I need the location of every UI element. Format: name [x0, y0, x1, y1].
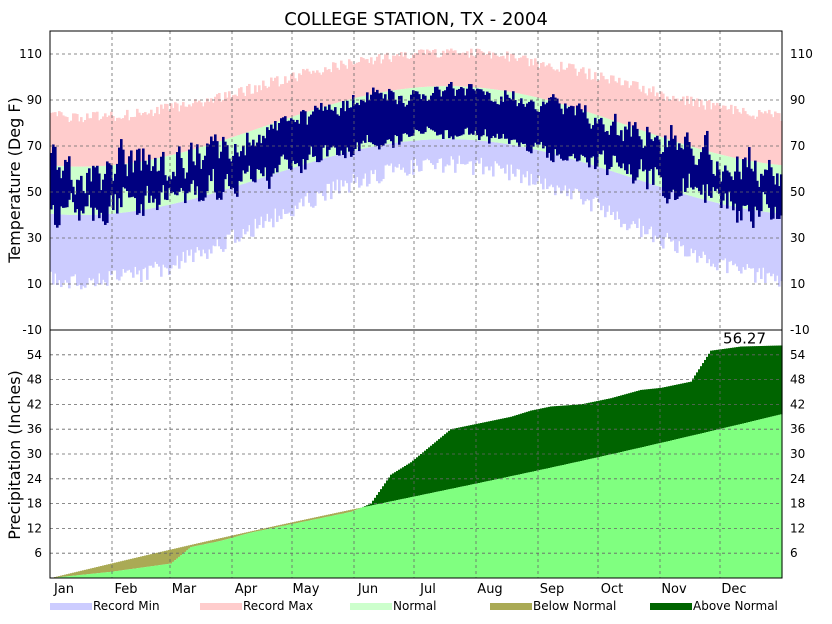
temp-tick-label-left: 10 [27, 277, 42, 291]
temp-tick-label-left: 70 [27, 139, 42, 153]
precip-tick-label-left: 18 [27, 497, 42, 511]
precip-tick-label-right: 12 [790, 521, 805, 535]
precip-tick-label-left: 54 [27, 348, 42, 362]
legend-swatch [650, 603, 692, 610]
precipitation-panel [52, 345, 783, 578]
chart-legend: Record Min Record Max Normal Below Normal Ab… [50, 599, 778, 613]
temp-tick-label-left: 30 [27, 231, 42, 245]
temp-tick-label-right: 50 [790, 185, 805, 199]
legend-label: Normal [393, 599, 436, 613]
temperature-axis-label: Temperature (Deg F) [5, 97, 24, 264]
legend-swatch [200, 603, 242, 610]
precip-tick-label-left: 48 [27, 373, 42, 387]
precip-tick-label-right: 24 [790, 472, 805, 486]
temp-tick-label-right: -10 [790, 323, 810, 337]
precip-tick-label-left: 6 [34, 546, 42, 560]
chart-title: COLLEGE STATION, TX - 2004 [284, 9, 548, 30]
month-tick-label: Apr [235, 582, 258, 597]
month-tick-label: Nov [661, 582, 687, 597]
legend-swatch [350, 603, 392, 610]
month-tick-label: Aug [477, 582, 502, 597]
temp-tick-label-right: 90 [790, 93, 805, 107]
month-tick-label: Dec [721, 582, 746, 597]
temp-tick-label-right: 30 [790, 231, 805, 245]
month-tick-label: Jun [357, 582, 378, 597]
legend-label: Below Normal [533, 599, 616, 613]
month-tick-label: Sep [540, 582, 565, 597]
temp-tick-label-right: 70 [790, 139, 805, 153]
temp-tick-label-left: -10 [22, 323, 42, 337]
month-tick-label: May [293, 582, 320, 597]
month-tick-label: Oct [601, 582, 623, 597]
temp-tick-label-left: 90 [27, 93, 42, 107]
precip-tick-label-left: 36 [27, 422, 42, 436]
month-tick-label: Jan [53, 582, 74, 597]
temp-tick-label-left: 50 [27, 185, 42, 199]
precip-tick-label-right: 42 [790, 397, 805, 411]
temp-tick-label-right: 10 [790, 277, 805, 291]
precip-tick-label-right: 30 [790, 447, 805, 461]
precip-tick-label-right: 54 [790, 348, 805, 362]
precip-tick-label-right: 36 [790, 422, 805, 436]
precip-tick-label-left: 30 [27, 447, 42, 461]
precip-tick-label-right: 48 [790, 373, 805, 387]
legend-swatch [50, 603, 92, 610]
legend-label: Record Min [93, 599, 160, 613]
precip-tick-label-right: 18 [790, 497, 805, 511]
precipitation-axis-label: Precipitation (Inches) [5, 370, 24, 540]
month-tick-label: Mar [172, 582, 197, 597]
precip-total-annotation: 56.27 [723, 329, 766, 347]
temp-tick-label-right: 110 [790, 47, 813, 61]
precip-tick-label-left: 12 [27, 521, 42, 535]
precip-tick-label-left: 42 [27, 397, 42, 411]
month-tick-label: Jul [419, 582, 436, 597]
month-tick-label: Feb [114, 582, 137, 597]
temp-tick-label-left: 110 [19, 47, 42, 61]
temperature-panel [50, 49, 783, 290]
precip-tick-label-left: 24 [27, 472, 42, 486]
precip-tick-label-right: 6 [790, 546, 798, 560]
legend-swatch [490, 603, 532, 610]
legend-label: Record Max [243, 599, 313, 613]
observed-temp-bar [68, 156, 71, 200]
legend-label: Above Normal [693, 599, 778, 613]
